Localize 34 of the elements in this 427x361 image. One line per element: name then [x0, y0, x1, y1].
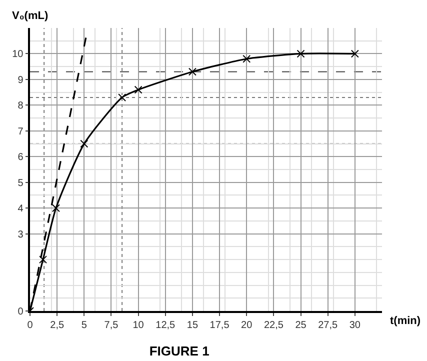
y-axis-title: V₀(mL): [12, 10, 48, 22]
y-tick-label: 0: [18, 306, 24, 318]
point: [118, 93, 126, 102]
y-tick-label: 4: [18, 204, 24, 215]
x-tick-label: 17,5: [210, 320, 230, 331]
x-axis-title: t(min): [390, 315, 421, 327]
point: [350, 50, 359, 58]
x-tick-label: 12,5: [156, 320, 176, 331]
point: [188, 68, 196, 76]
point: [134, 86, 142, 94]
x-tick-label: 7,5: [104, 320, 119, 331]
y-tick-label: 6: [18, 152, 24, 164]
point: [80, 140, 88, 148]
text: FIGURE 1: [149, 344, 210, 359]
point: [242, 54, 251, 63]
y-tick-label: 7: [18, 126, 24, 138]
x-tick-label: 10: [132, 320, 144, 331]
y-tick-label: 10: [12, 49, 24, 60]
y-tick-label: 8: [18, 100, 24, 112]
x-tick-label: 20: [241, 320, 253, 331]
x-tick-label: 5: [81, 320, 88, 331]
x-tick-label: 25: [295, 320, 307, 331]
y-tick-label: 9: [18, 74, 24, 86]
y-tick-label: 5: [18, 178, 24, 189]
point: [296, 50, 305, 58]
point: [39, 256, 47, 264]
point: [52, 204, 60, 212]
x-tick-label: 0: [27, 320, 34, 331]
y-tick-label: 3: [18, 229, 24, 240]
x-tick-label: 2,5: [50, 320, 64, 331]
x-tick-label: 30: [349, 320, 361, 331]
x-tick-label: 27,5: [318, 320, 338, 331]
x-tick-label: 15: [186, 320, 198, 331]
x-tick-label: 22,5: [264, 320, 284, 331]
